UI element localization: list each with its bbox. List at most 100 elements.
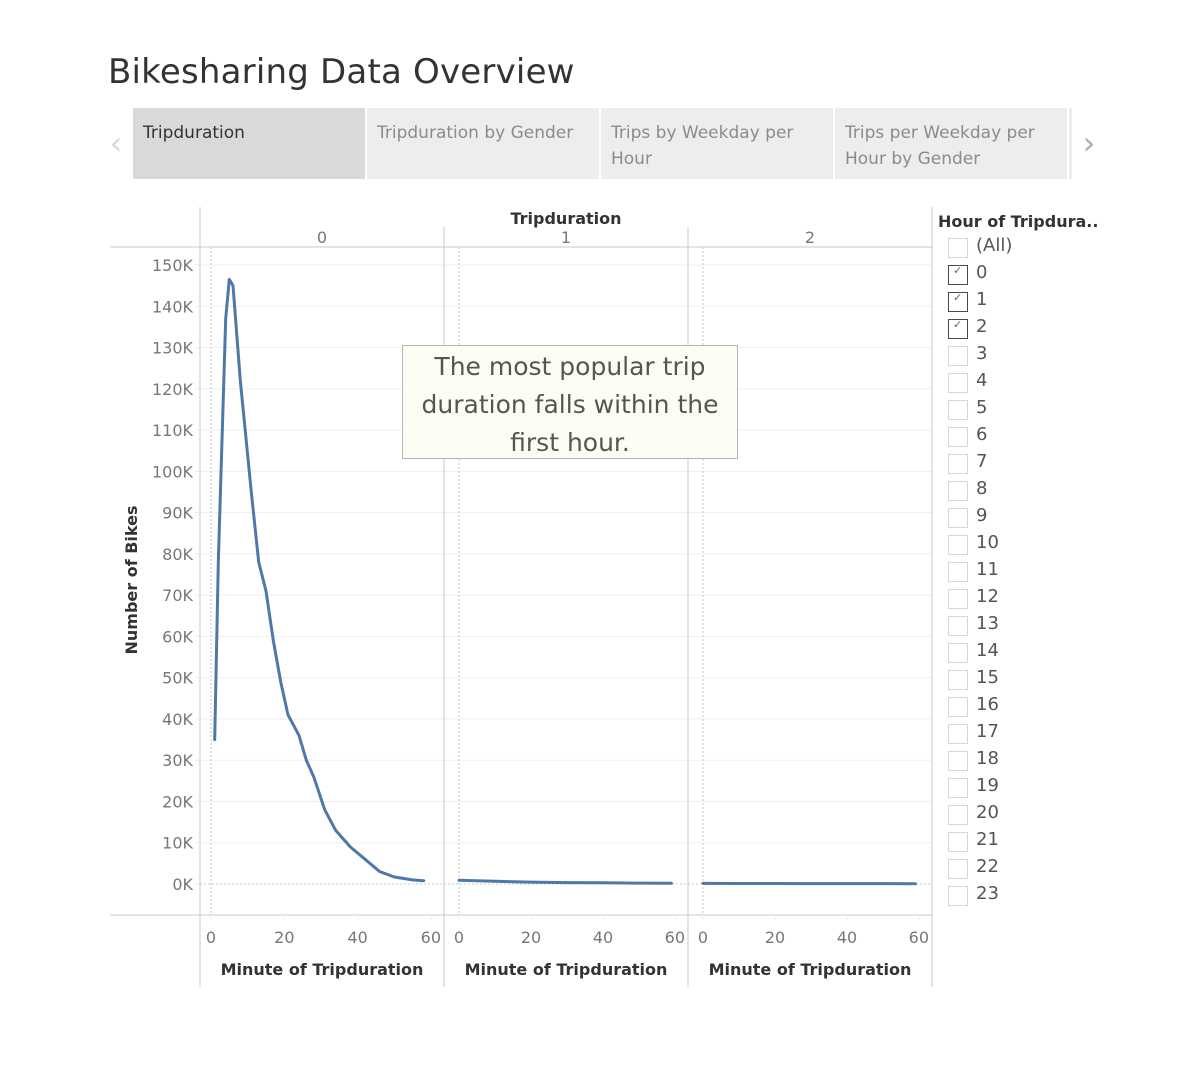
filter-option-label: 9	[976, 505, 987, 526]
filter-option[interactable]: 8	[938, 480, 1108, 507]
y-tick-label: 70K	[162, 586, 193, 605]
filter-option[interactable]: 9	[938, 507, 1108, 534]
panel-header: 0	[317, 228, 327, 247]
y-tick-label: 60K	[162, 627, 193, 646]
filter-option-label: 19	[976, 775, 999, 796]
x-axis-label: Minute of Tripduration	[709, 960, 912, 979]
filter-option-label: 16	[976, 694, 999, 715]
y-tick-label: 20K	[162, 792, 193, 811]
checkbox[interactable]	[948, 373, 968, 393]
filter-option-label: 2	[976, 316, 987, 337]
y-tick-label: 40K	[162, 710, 193, 729]
filter-option-label: 0	[976, 262, 987, 283]
y-tick-label: 50K	[162, 669, 193, 688]
filter-option-label: 22	[976, 856, 999, 877]
filter-option-label: 3	[976, 343, 987, 364]
filter-option-label: 11	[976, 559, 999, 580]
y-tick-label: 120K	[152, 380, 194, 399]
checkbox[interactable]	[948, 751, 968, 771]
filter-option-label: 6	[976, 424, 987, 445]
chart-annotation: The most popular trip duration falls wit…	[402, 345, 738, 459]
y-tick-label: 80K	[162, 545, 193, 564]
checkbox[interactable]	[948, 724, 968, 744]
checkbox[interactable]	[948, 697, 968, 717]
series-line[interactable]	[459, 880, 671, 883]
filter-option-label: 17	[976, 721, 999, 742]
checkbox[interactable]	[948, 535, 968, 555]
checkbox[interactable]	[948, 886, 968, 906]
filter-option[interactable]: 2	[938, 318, 1108, 345]
filter-option-label: 15	[976, 667, 999, 688]
checkbox-checked[interactable]	[948, 292, 968, 312]
checkbox[interactable]	[948, 427, 968, 447]
filter-option-label: 7	[976, 451, 987, 472]
x-tick-label: 40	[347, 928, 367, 947]
checkbox[interactable]	[948, 589, 968, 609]
checkbox[interactable]	[948, 508, 968, 528]
y-tick-label: 90K	[162, 504, 193, 523]
checkbox[interactable]	[948, 643, 968, 663]
filter-option-label: 14	[976, 640, 999, 661]
checkbox-checked[interactable]	[948, 319, 968, 339]
filter-option[interactable]: 14	[938, 642, 1108, 669]
filter-option-label: 12	[976, 586, 999, 607]
checkbox[interactable]	[948, 454, 968, 474]
checkbox[interactable]	[948, 859, 968, 879]
filter-option[interactable]: 7	[938, 453, 1108, 480]
x-tick-label: 60	[665, 928, 685, 947]
checkbox[interactable]	[948, 616, 968, 636]
x-axis-label: Minute of Tripduration	[465, 960, 668, 979]
filter-option[interactable]: 13	[938, 615, 1108, 642]
filter-option[interactable]: 21	[938, 831, 1108, 858]
filter-option[interactable]: 4	[938, 372, 1108, 399]
filter-option[interactable]: 1	[938, 291, 1108, 318]
filter-option[interactable]: 23	[938, 885, 1108, 912]
x-tick-label: 0	[698, 928, 708, 947]
checkbox[interactable]	[948, 238, 968, 258]
hour-filter: Hour of Tripdura.. (All)0123456789101112…	[938, 212, 1108, 912]
checkbox[interactable]	[948, 346, 968, 366]
x-tick-label: 0	[206, 928, 216, 947]
filter-option[interactable]: 10	[938, 534, 1108, 561]
filter-option[interactable]: 0	[938, 264, 1108, 291]
filter-option[interactable]: 6	[938, 426, 1108, 453]
y-tick-label: 150K	[152, 256, 194, 275]
y-tick-label: 110K	[152, 421, 194, 440]
checkbox[interactable]	[948, 400, 968, 420]
filter-option[interactable]: 15	[938, 669, 1108, 696]
y-tick-label: 0K	[172, 875, 193, 894]
filter-option[interactable]: (All)	[938, 237, 1108, 264]
x-tick-label: 60	[909, 928, 929, 947]
filter-list: (All)01234567891011121314151617181920212…	[938, 237, 1108, 912]
checkbox[interactable]	[948, 778, 968, 798]
y-tick-label: 100K	[152, 462, 194, 481]
filter-option[interactable]: 12	[938, 588, 1108, 615]
y-tick-label: 30K	[162, 751, 193, 770]
checkbox-checked[interactable]	[948, 265, 968, 285]
x-tick-label: 0	[454, 928, 464, 947]
x-tick-label: 20	[765, 928, 785, 947]
filter-option[interactable]: 3	[938, 345, 1108, 372]
series-line[interactable]	[215, 279, 424, 880]
checkbox[interactable]	[948, 562, 968, 582]
filter-option[interactable]: 19	[938, 777, 1108, 804]
y-tick-label: 10K	[162, 834, 193, 853]
checkbox[interactable]	[948, 805, 968, 825]
filter-option[interactable]: 18	[938, 750, 1108, 777]
filter-option[interactable]: 20	[938, 804, 1108, 831]
checkbox[interactable]	[948, 832, 968, 852]
checkbox[interactable]	[948, 670, 968, 690]
filter-option-label: 20	[976, 802, 999, 823]
x-tick-label: 60	[421, 928, 441, 947]
filter-option[interactable]: 22	[938, 858, 1108, 885]
filter-option[interactable]: 5	[938, 399, 1108, 426]
filter-option[interactable]: 16	[938, 696, 1108, 723]
column-header: Tripduration	[510, 209, 621, 228]
x-tick-label: 20	[274, 928, 294, 947]
panel-header: 2	[805, 228, 815, 247]
checkbox[interactable]	[948, 481, 968, 501]
filter-option-label: 21	[976, 829, 999, 850]
filter-option[interactable]: 11	[938, 561, 1108, 588]
filter-option[interactable]: 17	[938, 723, 1108, 750]
filter-title: Hour of Tripdura..	[938, 212, 1108, 231]
